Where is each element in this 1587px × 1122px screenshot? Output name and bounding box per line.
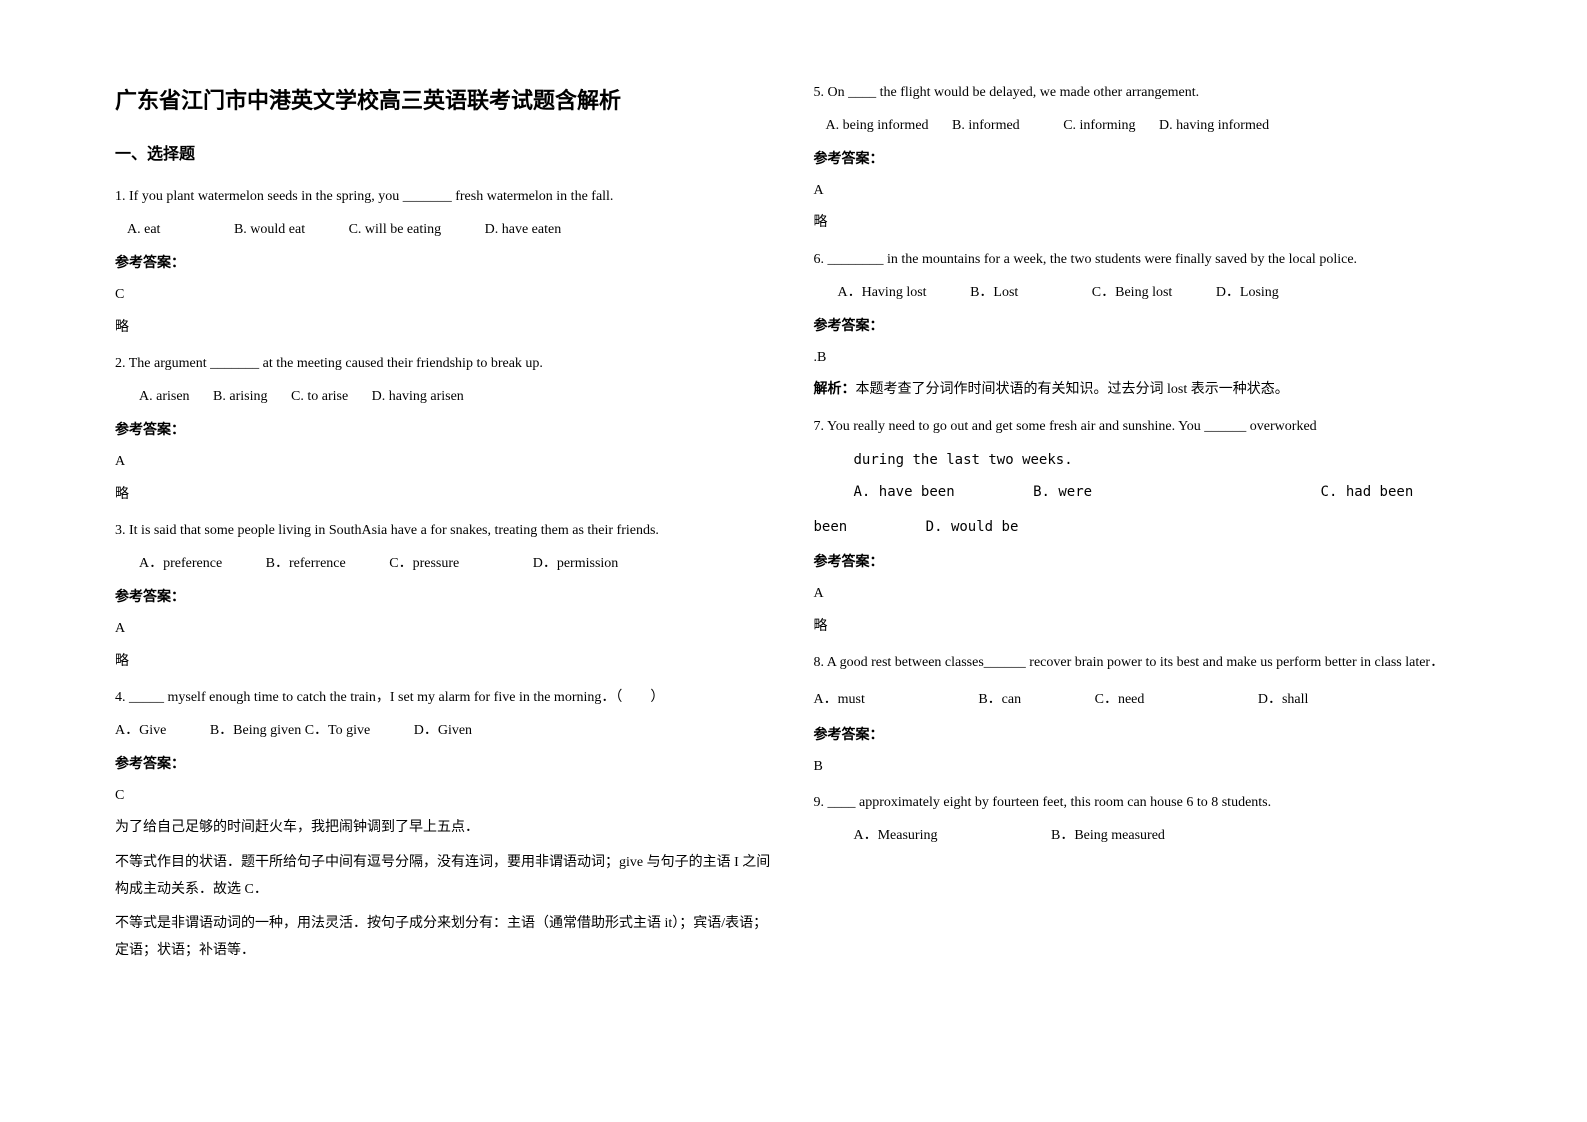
q7-optC: C. had been — [1321, 484, 1414, 500]
q4-optA: A．Give — [115, 723, 166, 738]
question-3: 3. It is said that some people living in… — [115, 518, 774, 675]
q8-text: 8. A good rest between classes______ rec… — [814, 650, 1473, 677]
document-title: 广东省江门市中港英文学校高三英语联考试题含解析 — [115, 80, 774, 122]
q3-note: 略 — [115, 649, 774, 676]
q4-optC: C．To give — [305, 723, 371, 738]
q3-optA: A．preference — [139, 556, 222, 571]
q4-answer: C — [115, 783, 774, 810]
q3-optC: C．pressure — [389, 556, 459, 571]
q6-answer: .B — [814, 345, 1473, 372]
q6-optA: A．Having lost — [838, 285, 927, 300]
q6-optB: B．Lost — [970, 285, 1018, 300]
q1-options: A. eat B. would eat C. will be eating D.… — [115, 217, 774, 244]
q8-optA: A．must — [814, 692, 865, 707]
q1-optD: D. have eaten — [485, 222, 562, 237]
q1-optB: B. would eat — [234, 222, 305, 237]
q4-answer-label: 参考答案： — [115, 752, 774, 779]
q5-answer: A — [814, 178, 1473, 205]
q7-optD: D. would be — [926, 519, 1019, 535]
q5-optC: C. informing — [1063, 118, 1135, 133]
q6-explain-text: 本题考查了分词作时间状语的有关知识。过去分词 lost 表示一种状态。 — [856, 382, 1289, 397]
q8-options: A．must B．can C．need D．shall — [814, 687, 1473, 714]
q8-optC: C．need — [1095, 692, 1145, 707]
q1-text: 1. If you plant watermelon seeds in the … — [115, 184, 774, 211]
q5-note: 略 — [814, 210, 1473, 237]
question-8: 8. A good rest between classes______ rec… — [814, 650, 1473, 780]
q4-text: 4. _____ myself enough time to catch the… — [115, 685, 774, 712]
q5-optA: A. being informed — [826, 118, 929, 133]
q3-optD: D．permission — [533, 556, 619, 571]
q4-optB: B．Being given — [210, 723, 301, 738]
q9-optB: B．Being measured — [1051, 828, 1165, 843]
q4-explain2: 不等式作目的状语．题干所给句子中间有逗号分隔，没有连词，要用非谓语动词；give… — [115, 850, 774, 903]
q4-optD: D．Given — [414, 723, 472, 738]
q9-options: A．Measuring B．Being measured — [814, 823, 1473, 850]
q3-optB: B．referrence — [266, 556, 346, 571]
q7-answer: A — [814, 581, 1473, 608]
q2-answer: A — [115, 449, 774, 476]
q8-optB: B．can — [978, 692, 1021, 707]
q3-answer-label: 参考答案： — [115, 585, 774, 612]
q1-note: 略 — [115, 315, 774, 342]
q6-optC: C．Being lost — [1092, 285, 1173, 300]
q3-answer: A — [115, 616, 774, 643]
q9-optA: A．Measuring — [854, 828, 938, 843]
q2-optD: D. having arisen — [372, 389, 464, 404]
q3-options: A．preference B．referrence C．pressure D．p… — [115, 551, 774, 578]
q1-optA: A. eat — [127, 222, 160, 237]
q2-optA: A. arisen — [139, 389, 190, 404]
q7-options-line2: been D. would be — [814, 514, 1473, 541]
q5-optB: B. informed — [952, 118, 1020, 133]
q7-note: 略 — [814, 614, 1473, 641]
left-column: 广东省江门市中港英文学校高三英语联考试题含解析 一、选择题 1. If you … — [95, 80, 794, 1042]
q4-explain3: 不等式是非谓语动词的一种，用法灵活．按句子成分来划分有：主语（通常借助形式主语 … — [115, 911, 774, 964]
question-1: 1. If you plant watermelon seeds in the … — [115, 184, 774, 341]
q5-answer-label: 参考答案： — [814, 147, 1473, 174]
q7-text: 7. You really need to go out and get som… — [814, 414, 1473, 441]
q5-text: 5. On ____ the flight would be delayed, … — [814, 80, 1473, 107]
q2-optB: B. arising — [213, 389, 267, 404]
q8-answer: B — [814, 754, 1473, 781]
q5-optD: D. having informed — [1159, 118, 1269, 133]
q1-answer: C — [115, 282, 774, 309]
q2-answer-label: 参考答案： — [115, 418, 774, 445]
right-column: 5. On ____ the flight would be delayed, … — [794, 80, 1493, 1042]
q8-optD: D．shall — [1258, 692, 1309, 707]
q1-answer-label: 参考答案： — [115, 251, 774, 278]
q6-explain-label: 解析： — [814, 382, 856, 397]
q4-options: A．Give B．Being given C．To give D．Given — [115, 718, 774, 745]
q6-explain: 解析：本题考查了分词作时间状语的有关知识。过去分词 lost 表示一种状态。 — [814, 377, 1473, 404]
q7-optA: A. have been — [854, 484, 955, 500]
section-heading: 一、选择题 — [115, 140, 774, 170]
question-5: 5. On ____ the flight would be delayed, … — [814, 80, 1473, 237]
q4-explain1: 为了给自己足够的时间赶火车，我把闹钟调到了早上五点． — [115, 815, 774, 842]
question-7: 7. You really need to go out and get som… — [814, 414, 1473, 640]
q5-options: A. being informed B. informed C. informi… — [814, 113, 1473, 140]
q8-answer-label: 参考答案： — [814, 723, 1473, 750]
q1-optC: C. will be eating — [349, 222, 442, 237]
q6-text: 6. ________ in the mountains for a week,… — [814, 247, 1473, 274]
q3-text: 3. It is said that some people living in… — [115, 518, 774, 545]
q2-text: 2. The argument _______ at the meeting c… — [115, 351, 774, 378]
q2-optC: C. to arise — [291, 389, 348, 404]
question-2: 2. The argument _______ at the meeting c… — [115, 351, 774, 508]
q2-options: A. arisen B. arising C. to arise D. havi… — [115, 384, 774, 411]
q6-optD: D．Losing — [1216, 285, 1279, 300]
q6-options: A．Having lost B．Lost C．Being lost D．Losi… — [814, 280, 1473, 307]
question-9: 9. ____ approximately eight by fourteen … — [814, 790, 1473, 849]
question-4: 4. _____ myself enough time to catch the… — [115, 685, 774, 964]
q7-optB: B. were — [1033, 484, 1092, 500]
q9-text: 9. ____ approximately eight by fourteen … — [814, 790, 1473, 817]
q7-text2: during the last two weeks. — [814, 447, 1473, 474]
q7-answer-label: 参考答案： — [814, 550, 1473, 577]
q2-note: 略 — [115, 482, 774, 509]
q6-answer-label: 参考答案： — [814, 314, 1473, 341]
q7-options: A. have been B. were C. had been — [814, 479, 1473, 506]
question-6: 6. ________ in the mountains for a week,… — [814, 247, 1473, 404]
